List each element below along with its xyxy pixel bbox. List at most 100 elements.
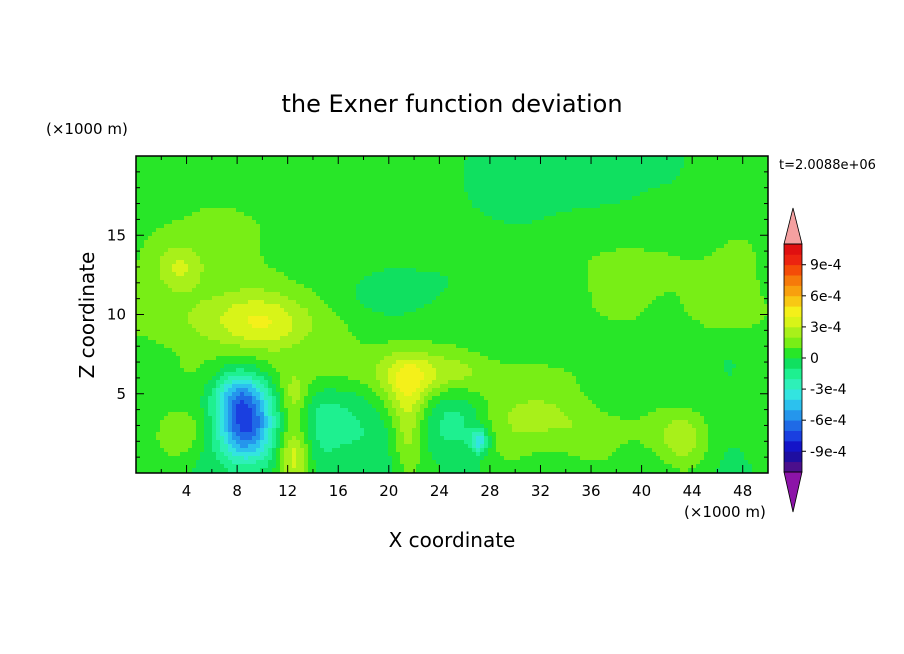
contour-cell (592, 216, 597, 221)
contour-cell (696, 188, 701, 193)
contour-cell (368, 196, 373, 201)
contour-cell (684, 272, 689, 277)
contour-cell (552, 256, 557, 261)
contour-cell (184, 264, 189, 269)
contour-cell (412, 224, 417, 229)
contour-cell (368, 176, 373, 181)
contour-cell (568, 204, 573, 209)
contour-cell (656, 192, 661, 197)
contour-cell (528, 252, 533, 257)
contour-cell (460, 272, 465, 277)
contour-cell (312, 180, 317, 185)
contour-cell (288, 240, 293, 245)
contour-cell (220, 156, 225, 161)
contour-cell (580, 168, 585, 173)
contour-cell (584, 188, 589, 193)
contour-cell (236, 180, 241, 185)
contour-cell (648, 260, 653, 265)
contour-cell (308, 252, 313, 257)
contour-cell (272, 220, 277, 225)
contour-cell (564, 160, 569, 165)
contour-cell (552, 180, 557, 185)
contour-cell (188, 208, 193, 213)
contour-cell (280, 176, 285, 181)
contour-cell (224, 240, 229, 245)
contour-cell (752, 232, 757, 237)
contour-cell (440, 252, 445, 257)
contour-cell (432, 164, 437, 169)
contour-cell (156, 216, 161, 221)
contour-cell (400, 196, 405, 201)
contour-cell (252, 280, 257, 285)
contour-cell (576, 264, 581, 269)
contour-cell (336, 196, 341, 201)
contour-cell (520, 168, 525, 173)
contour-cell (624, 168, 629, 173)
contour-cell (584, 216, 589, 221)
contour-cell (688, 184, 693, 189)
contour-cell (532, 164, 537, 169)
contour-cell (676, 184, 681, 189)
contour-cell (504, 208, 509, 213)
contour-cell (640, 264, 645, 269)
contour-cell (172, 260, 177, 265)
contour-cell (728, 216, 733, 221)
contour-cell (204, 236, 209, 241)
contour-cell (212, 280, 217, 285)
contour-cell (364, 216, 369, 221)
contour-cell (396, 164, 401, 169)
contour-cell (576, 272, 581, 277)
contour-cell (216, 200, 221, 205)
contour-cell (280, 168, 285, 173)
contour-cell (456, 184, 461, 189)
contour-cell (136, 176, 141, 181)
contour-cell (752, 216, 757, 221)
contour-cell (688, 228, 693, 233)
contour-cell (236, 248, 241, 253)
contour-cell (456, 204, 461, 209)
contour-cell (496, 244, 501, 249)
contour-cell (748, 208, 753, 213)
contour-cell (736, 260, 741, 265)
contour-cell (540, 216, 545, 221)
contour-cell (680, 268, 685, 273)
contour-cell (664, 184, 669, 189)
contour-cell (144, 224, 149, 229)
contour-cell (696, 192, 701, 197)
contour-cell (516, 204, 521, 209)
contour-cell (164, 212, 169, 217)
contour-cell (268, 212, 273, 217)
contour-cell (564, 164, 569, 169)
contour-cell (660, 180, 665, 185)
contour-cell (392, 180, 397, 185)
contour-cell (744, 172, 749, 177)
contour-cell (540, 264, 545, 269)
contour-cell (680, 240, 685, 245)
contour-cell (328, 264, 333, 269)
contour-cell (708, 236, 713, 241)
contour-cell (404, 180, 409, 185)
contour-cell (724, 248, 729, 253)
contour-cell (492, 192, 497, 197)
contour-cell (684, 240, 689, 245)
contour-cell (712, 240, 717, 245)
contour-cell (616, 276, 621, 281)
contour-cell (152, 260, 157, 265)
contour-cell (420, 216, 425, 221)
contour-cell (580, 276, 585, 281)
contour-cell (532, 264, 537, 269)
contour-cell (432, 244, 437, 249)
contour-cell (232, 268, 237, 273)
contour-cell (668, 244, 673, 249)
contour-cell (552, 172, 557, 177)
contour-cell (536, 236, 541, 241)
contour-cell (284, 220, 289, 225)
contour-cell (324, 200, 329, 205)
contour-cell (368, 276, 373, 281)
contour-cell (388, 224, 393, 229)
contour-cell (676, 156, 681, 161)
contour-cell (428, 200, 433, 205)
contour-cell (548, 192, 553, 197)
contour-cell (468, 172, 473, 177)
contour-cell (644, 216, 649, 221)
